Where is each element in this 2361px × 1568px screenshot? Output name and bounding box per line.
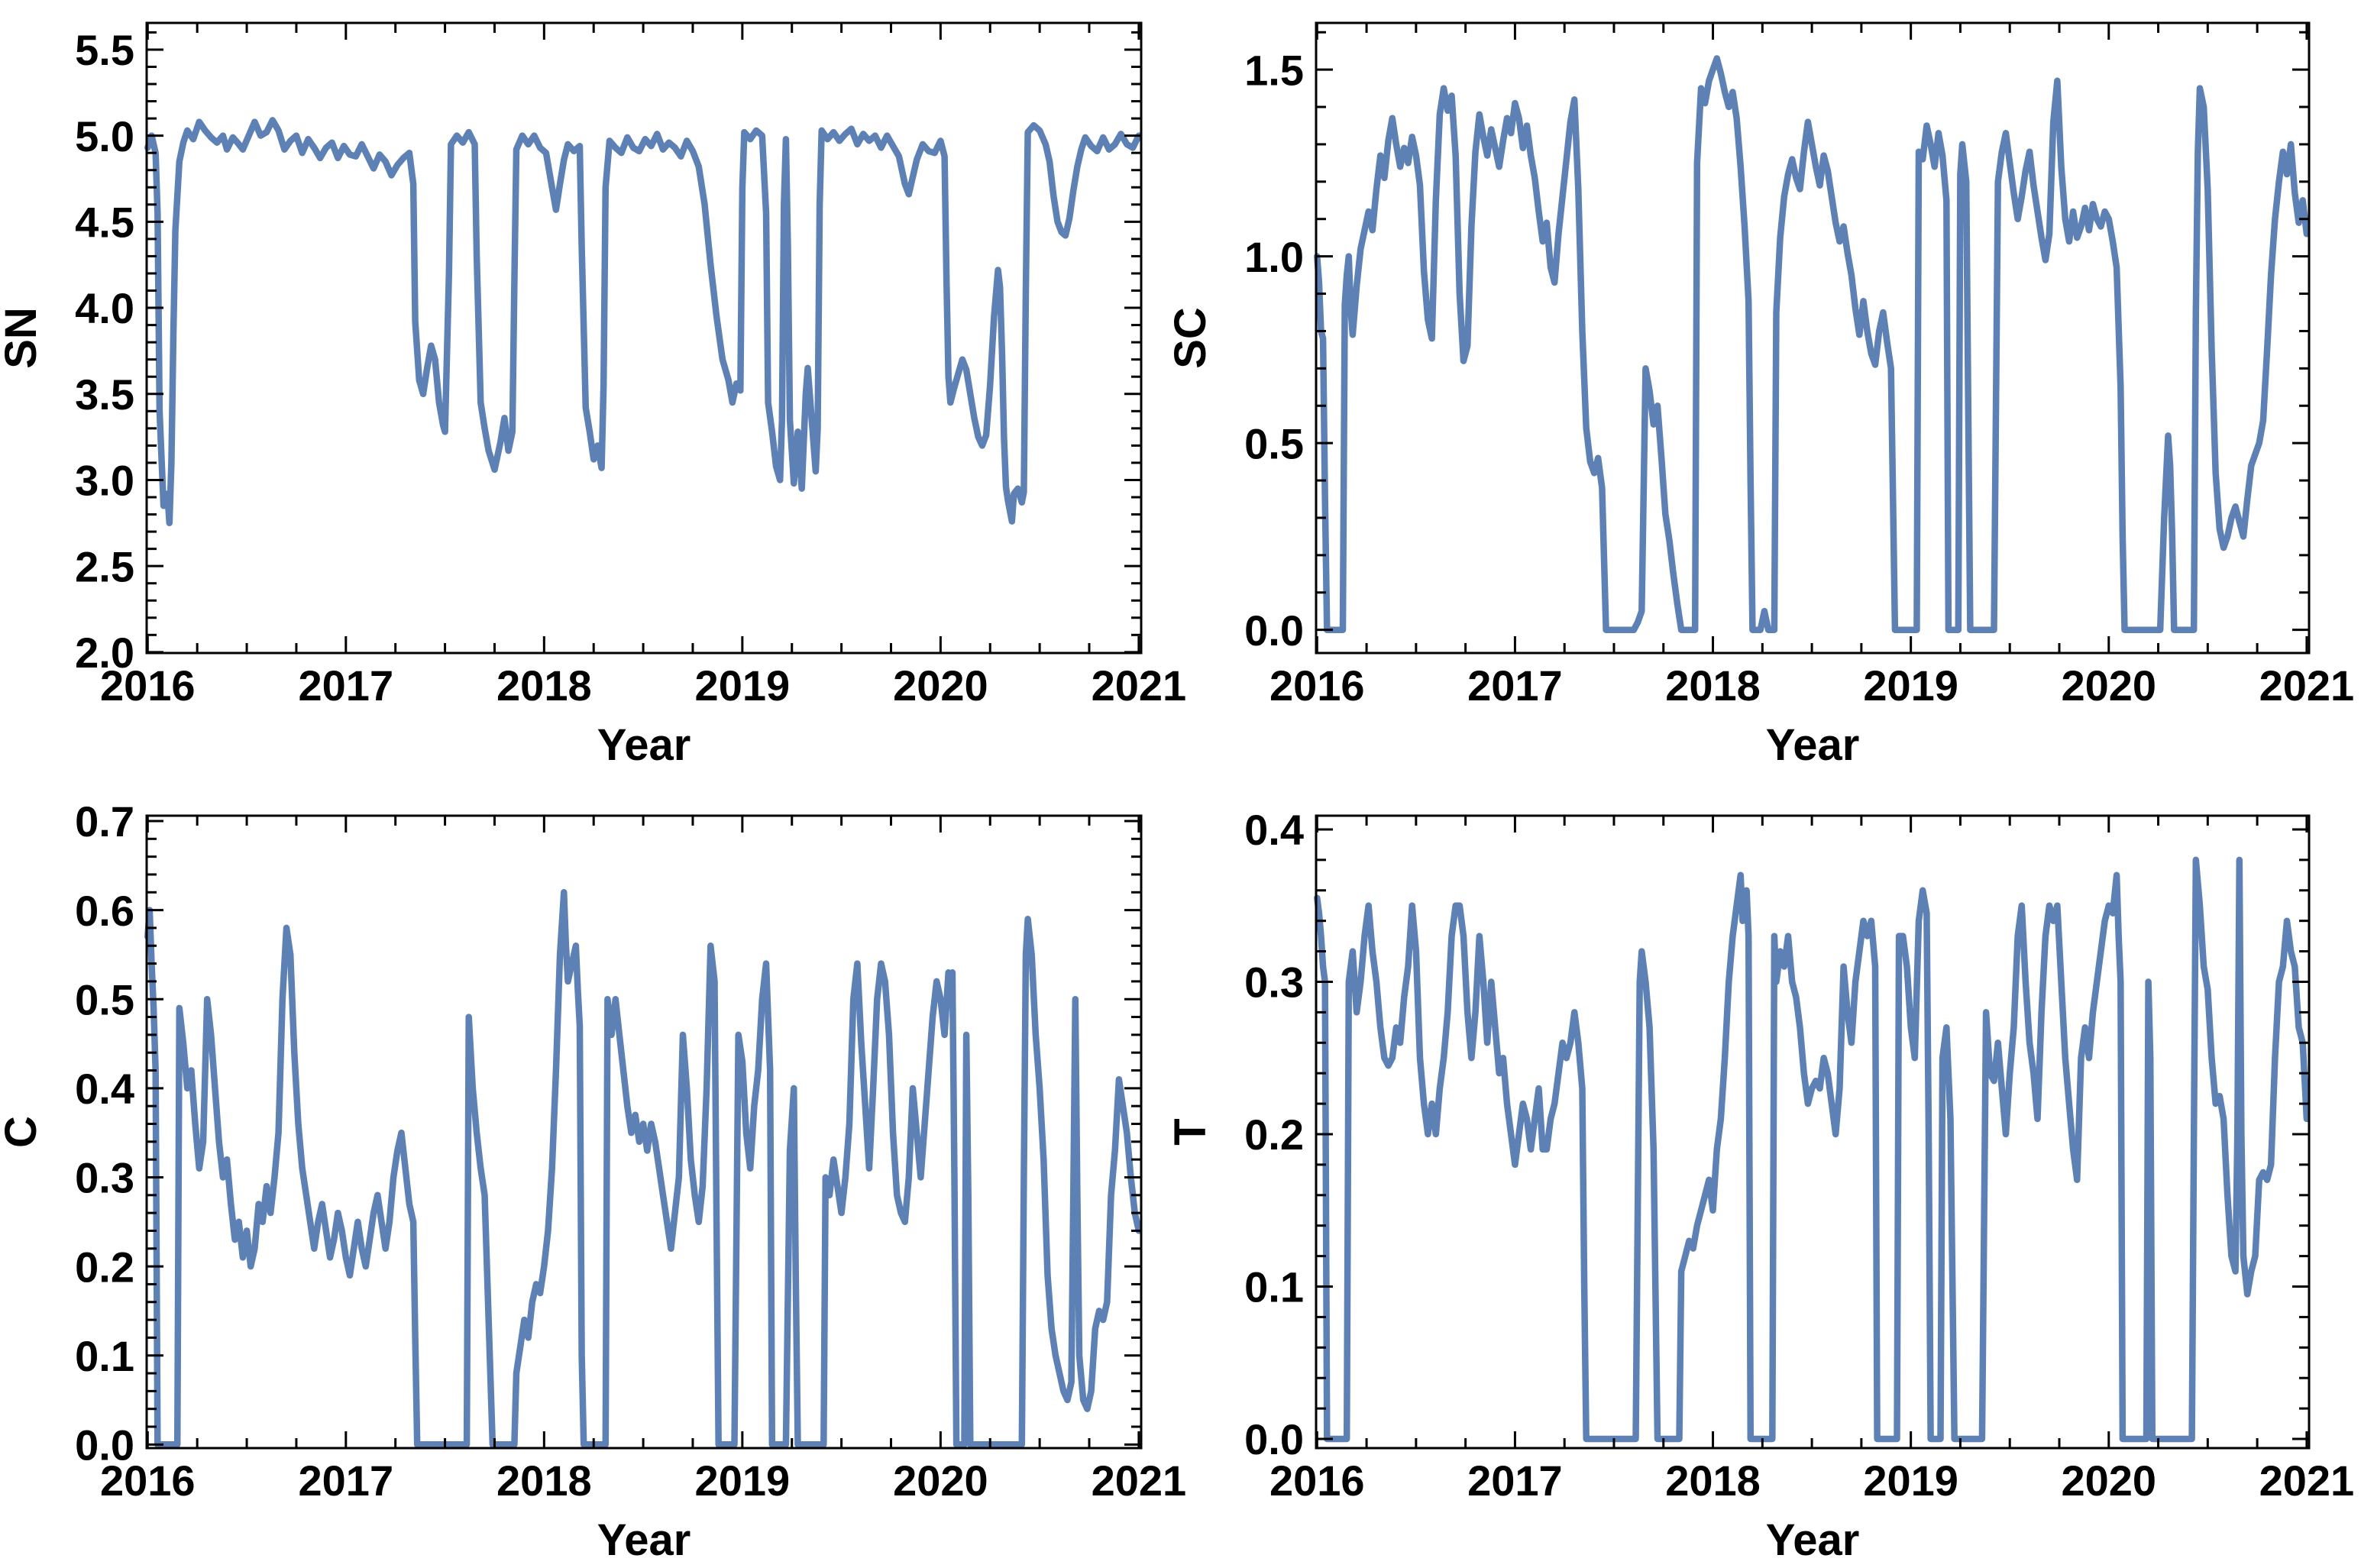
y-tick-label: 2.5 bbox=[75, 542, 134, 590]
y-axis-label-sc: SC bbox=[1166, 307, 1215, 369]
sn-series-line bbox=[144, 117, 1143, 527]
x-tick-label: 2020 bbox=[2061, 1456, 2156, 1505]
x-tick-label: 2017 bbox=[1467, 1456, 1563, 1505]
x-tick-label: 2017 bbox=[1467, 661, 1563, 710]
y-tick-label: 0.7 bbox=[75, 797, 134, 845]
y-tick-label: 0.2 bbox=[1244, 1111, 1304, 1159]
x-tick-label: 2017 bbox=[299, 1456, 394, 1505]
x-tick-label: 2018 bbox=[1665, 661, 1761, 710]
x-tick-label: 2019 bbox=[695, 1456, 791, 1505]
y-tick-label: 0.1 bbox=[1244, 1263, 1304, 1311]
t-series-line bbox=[1314, 856, 2311, 1443]
y-tick-label: 3.5 bbox=[75, 370, 134, 419]
y-tick-label: 4.0 bbox=[75, 284, 134, 332]
x-tick-label: 2018 bbox=[496, 661, 592, 710]
y-tick-label: 0.5 bbox=[1244, 419, 1304, 467]
y-tick-label: 3.0 bbox=[75, 457, 134, 505]
x-tick-label: 2016 bbox=[1269, 1456, 1365, 1505]
panel-c: 2016 2017 2018 2019 2020 2021 0.0 0.1 0.2 0.3 0.4 0… bbox=[0, 797, 1187, 1565]
y-axis-label-c: C bbox=[0, 1116, 46, 1148]
y-axis-label-t: T bbox=[1166, 1118, 1215, 1145]
x-tick-label: 2020 bbox=[893, 1456, 988, 1505]
x-tick-label: 2021 bbox=[2259, 1456, 2355, 1505]
x-tick-label: 2020 bbox=[2061, 661, 2156, 710]
y-tick-label: 0.1 bbox=[75, 1332, 134, 1380]
x-tick-label: 2019 bbox=[1863, 1456, 1958, 1505]
y-tick-label: 0.0 bbox=[75, 1421, 134, 1469]
y-tick-label: 0.3 bbox=[75, 1154, 134, 1202]
x-tick-label: 2019 bbox=[1863, 661, 1958, 710]
c-series-line bbox=[144, 889, 1143, 1448]
x-tick-label: 2016 bbox=[1269, 661, 1365, 710]
y-tick-label: 0.5 bbox=[75, 975, 134, 1023]
panel-t: 2016 2017 2018 2019 2020 2021 0.0 0.1 0.2 0.3 0.4 T… bbox=[1166, 806, 2355, 1565]
x-axis-label-year: Year bbox=[597, 720, 691, 770]
y-axis-label-sn: SN bbox=[0, 307, 46, 369]
y-tick-label: 5.5 bbox=[75, 26, 134, 74]
x-tick-label: 2020 bbox=[893, 661, 988, 710]
y-tick-label: 5.0 bbox=[75, 112, 134, 160]
x-axis-label-year: Year bbox=[597, 1515, 691, 1564]
x-axis-label-year: Year bbox=[1766, 1515, 1860, 1564]
x-tick-label: 2016 bbox=[100, 1456, 196, 1505]
plot-frame bbox=[1315, 814, 2311, 1450]
y-tick-label: 0.4 bbox=[75, 1065, 134, 1113]
y-tick-label: 0.0 bbox=[1244, 606, 1304, 655]
y-tick-label: 0.3 bbox=[1244, 959, 1304, 1007]
x-tick-label: 2021 bbox=[1092, 1456, 1187, 1505]
y-tick-label: 0.0 bbox=[1244, 1415, 1304, 1463]
x-tick-label: 2016 bbox=[100, 661, 196, 710]
y-tick-label: 0.4 bbox=[1244, 806, 1304, 854]
x-tick-label: 2018 bbox=[1665, 1456, 1761, 1505]
x-tick-label: 2019 bbox=[695, 661, 791, 710]
sc-series-line bbox=[1314, 55, 2311, 633]
y-tick-label: 1.5 bbox=[1244, 46, 1304, 94]
panel-sn: 2016 2017 2018 2019 2020 2021 2.0 2.5 3.0 3.5 4.0 4… bbox=[0, 21, 1187, 770]
x-tick-label: 2018 bbox=[496, 1456, 592, 1505]
x-tick-label: 2021 bbox=[2259, 661, 2355, 710]
x-axis-label-year: Year bbox=[1766, 720, 1860, 770]
x-tick-label: 2021 bbox=[1092, 661, 1187, 710]
y-tick-label: 0.6 bbox=[75, 887, 134, 935]
x-tick-label: 2017 bbox=[299, 661, 394, 710]
panel-sc: 2016 2017 2018 2019 2020 2021 0.0 0.5 1.0 1.5 SC Ye… bbox=[1166, 21, 2355, 770]
y-tick-label: 4.5 bbox=[75, 199, 134, 247]
y-tick-label: 2.0 bbox=[75, 629, 134, 677]
y-tick-label: 0.2 bbox=[75, 1243, 134, 1291]
y-tick-label: 1.0 bbox=[1244, 233, 1304, 281]
